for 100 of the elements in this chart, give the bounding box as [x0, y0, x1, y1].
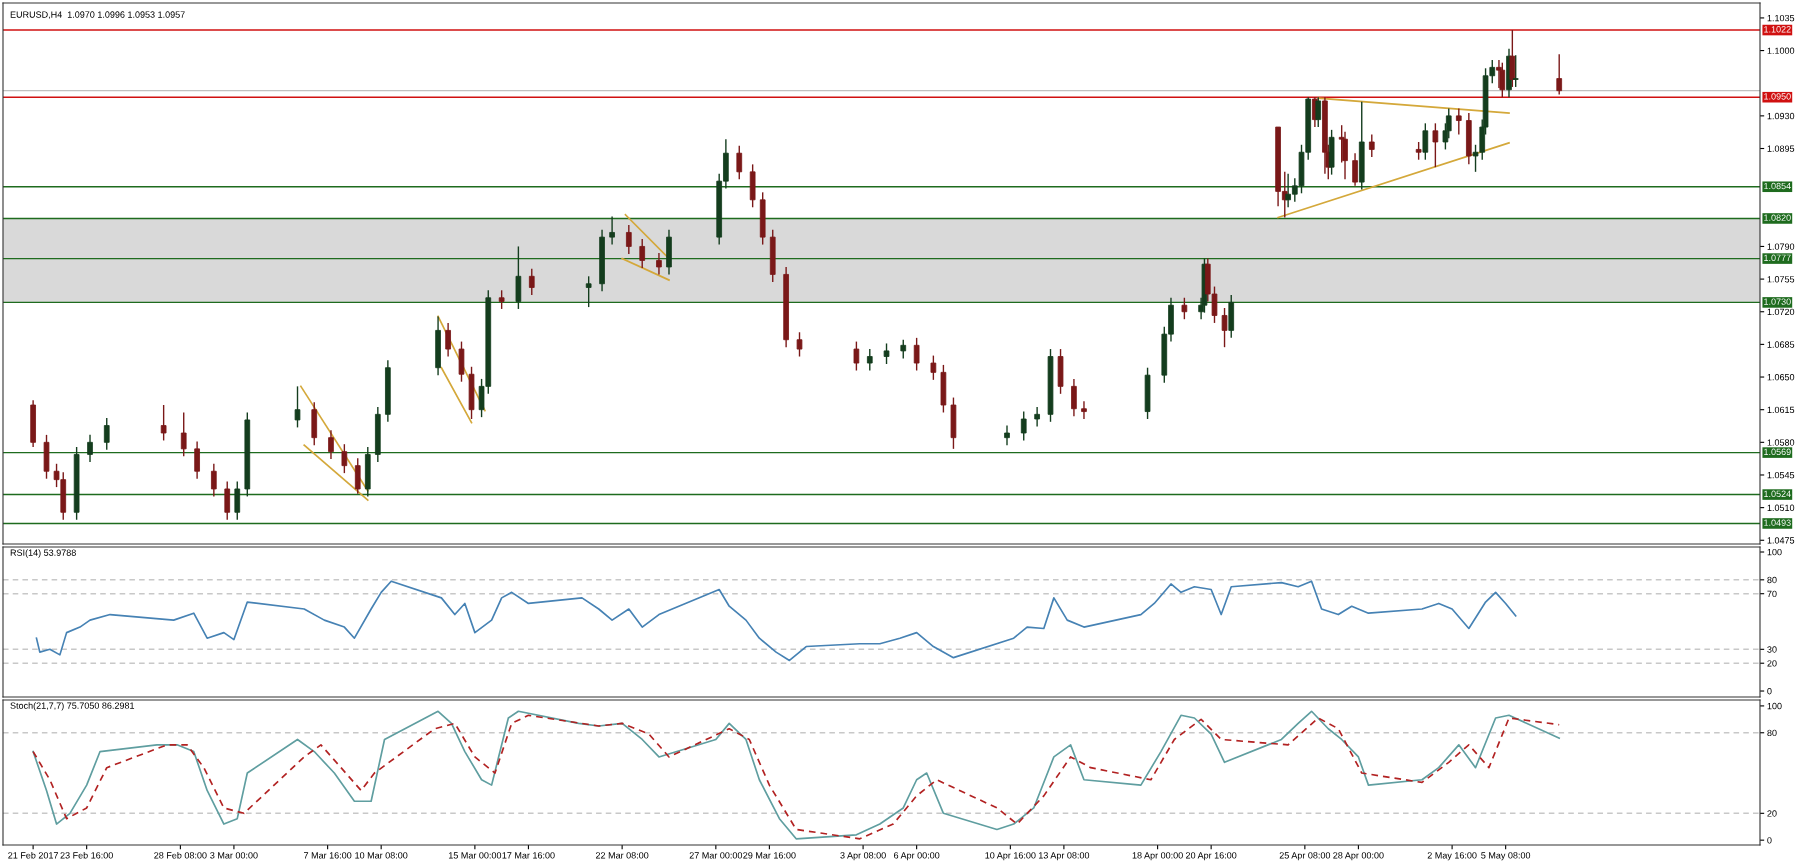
y-tick-label: 0	[1767, 837, 1772, 844]
candlestick	[900, 339, 907, 360]
ref-line-label: 1.0730	[1764, 298, 1791, 305]
candlestick	[180, 411, 187, 458]
candlestick	[626, 224, 632, 255]
y-tick-label: 80	[1767, 576, 1777, 584]
ref-line-label: 1.0493	[1764, 519, 1791, 526]
y-tick-label: 1.0685	[1767, 341, 1795, 348]
chart-title: RSI(14) 53.9788	[10, 549, 76, 558]
candlestick	[913, 337, 920, 372]
candlestick	[866, 348, 873, 372]
y-tick-label: 100	[1767, 702, 1782, 710]
candlestick	[1455, 107, 1462, 136]
candlestick	[1071, 378, 1077, 417]
candlestick	[354, 457, 361, 495]
x-tick-label: 22 Mar 08:00	[595, 852, 649, 859]
candlestick	[1422, 122, 1429, 161]
y-tick-label: 1.0615	[1767, 406, 1795, 414]
candlestick	[211, 463, 217, 498]
candlestick	[736, 145, 743, 180]
candlestick	[585, 275, 592, 308]
x-tick-label: 29 Mar 16:00	[743, 852, 796, 859]
x-tick-label: 6 Apr 00:00	[894, 852, 940, 861]
ref-line-label: 1.1022	[1764, 26, 1791, 33]
candlestick	[1004, 424, 1010, 446]
ref-line-label: 1.0777	[1764, 254, 1791, 261]
x-tick-label: 7 Mar 16:00	[304, 852, 352, 859]
y-tick-label: 100	[1767, 548, 1782, 556]
candlestick	[853, 340, 860, 372]
y-tick-label: 1.1035	[1767, 14, 1795, 22]
x-tick-label: 10 Apr 16:00	[985, 852, 1036, 861]
y-tick-label: 1.0510	[1767, 504, 1795, 511]
y-tick-label: 70	[1767, 590, 1777, 598]
y-tick-label: 1.0475	[1767, 537, 1795, 544]
candlestick	[1556, 53, 1563, 96]
x-tick-label: 5 May 08:00	[1481, 852, 1531, 861]
x-tick-label: 23 Feb 16:00	[60, 851, 113, 859]
candlestick	[1034, 406, 1040, 428]
y-tick-label: 1.0545	[1767, 471, 1795, 479]
y-tick-label: 1.0580	[1767, 439, 1795, 446]
x-tick-label: 17 Mar 16:00	[502, 852, 555, 859]
y-tick-label: 1.0930	[1767, 112, 1795, 120]
text: EURUSD,H4 1.0970 1.0996 1.0953 1.0957	[10, 11, 185, 19]
candlestick	[656, 252, 662, 276]
candlestick	[609, 215, 615, 246]
candlestick	[1368, 133, 1375, 158]
x-tick-label: 3 Apr 08:00	[840, 852, 886, 861]
x-tick-label: 27 Mar 00:00	[689, 852, 743, 859]
candlestick	[796, 331, 803, 358]
x-tick-label: 3 Mar 00:00	[210, 852, 258, 859]
candlestick	[103, 417, 110, 451]
y-tick-label: 1.0755	[1767, 276, 1795, 283]
candlestick	[1081, 400, 1087, 420]
candlestick	[1020, 410, 1027, 442]
x-tick-label: 25 Apr 08:00	[1279, 852, 1331, 861]
candlestick	[224, 480, 231, 521]
y-tick-label: 1.0790	[1767, 243, 1795, 250]
candlestick	[639, 238, 646, 269]
x-tick-label: 2 May 16:00	[1427, 852, 1477, 861]
y-tick-label: 1.0720	[1767, 308, 1795, 316]
y-tick-label: 1.1000	[1767, 47, 1795, 54]
candlestick	[883, 342, 890, 365]
candlestick	[930, 354, 937, 381]
x-tick-label: 21 Feb 2017	[8, 851, 59, 859]
candlestick	[528, 268, 535, 296]
ref-line-label: 1.0820	[1764, 214, 1791, 221]
candlestick	[160, 404, 167, 442]
candlestick	[341, 443, 348, 474]
line-series	[35, 580, 1517, 662]
candlestick	[445, 322, 451, 358]
x-tick-label: 18 Apr 00:00	[1132, 852, 1183, 861]
ref-line-label: 1.0569	[1764, 448, 1791, 456]
candlestick	[1221, 307, 1228, 348]
x-tick-label: 20 Apr 16:00	[1186, 852, 1237, 861]
y-tick-label: 0	[1767, 687, 1772, 695]
y-tick-label: 20	[1767, 810, 1777, 817]
candlestick	[1432, 122, 1439, 168]
candlestick	[234, 480, 241, 521]
chart-title: Stoch(21,7,7) 75.7050 86.2981	[10, 702, 135, 711]
y-tick-label: 1.0895	[1767, 145, 1795, 152]
candlestick	[294, 385, 301, 429]
candlestick	[1181, 297, 1188, 320]
candlestick	[1499, 62, 1506, 98]
ref-line-label: 1.0524	[1764, 490, 1791, 497]
candlestick	[87, 434, 93, 463]
x-tick-label: 28 Apr 00:00	[1333, 852, 1384, 861]
y-tick-label: 20	[1767, 660, 1777, 667]
y-tick-label: 30	[1767, 646, 1777, 653]
candlestick	[194, 440, 200, 480]
x-tick-label: 28 Feb 08:00	[154, 851, 207, 859]
x-tick-label: 10 Mar 08:00	[355, 852, 408, 859]
ref-line-label: 1.0854	[1764, 182, 1791, 190]
y-tick-label: 80	[1767, 729, 1777, 737]
ref-line-label: 1.0950	[1764, 93, 1791, 100]
x-tick-label: 13 Apr 08:00	[1038, 852, 1090, 861]
candlestick	[328, 429, 334, 460]
y-tick-label: 1.0650	[1767, 374, 1795, 381]
candlestick	[498, 289, 505, 310]
candlestick	[1512, 54, 1519, 88]
candlestick	[1352, 152, 1358, 187]
